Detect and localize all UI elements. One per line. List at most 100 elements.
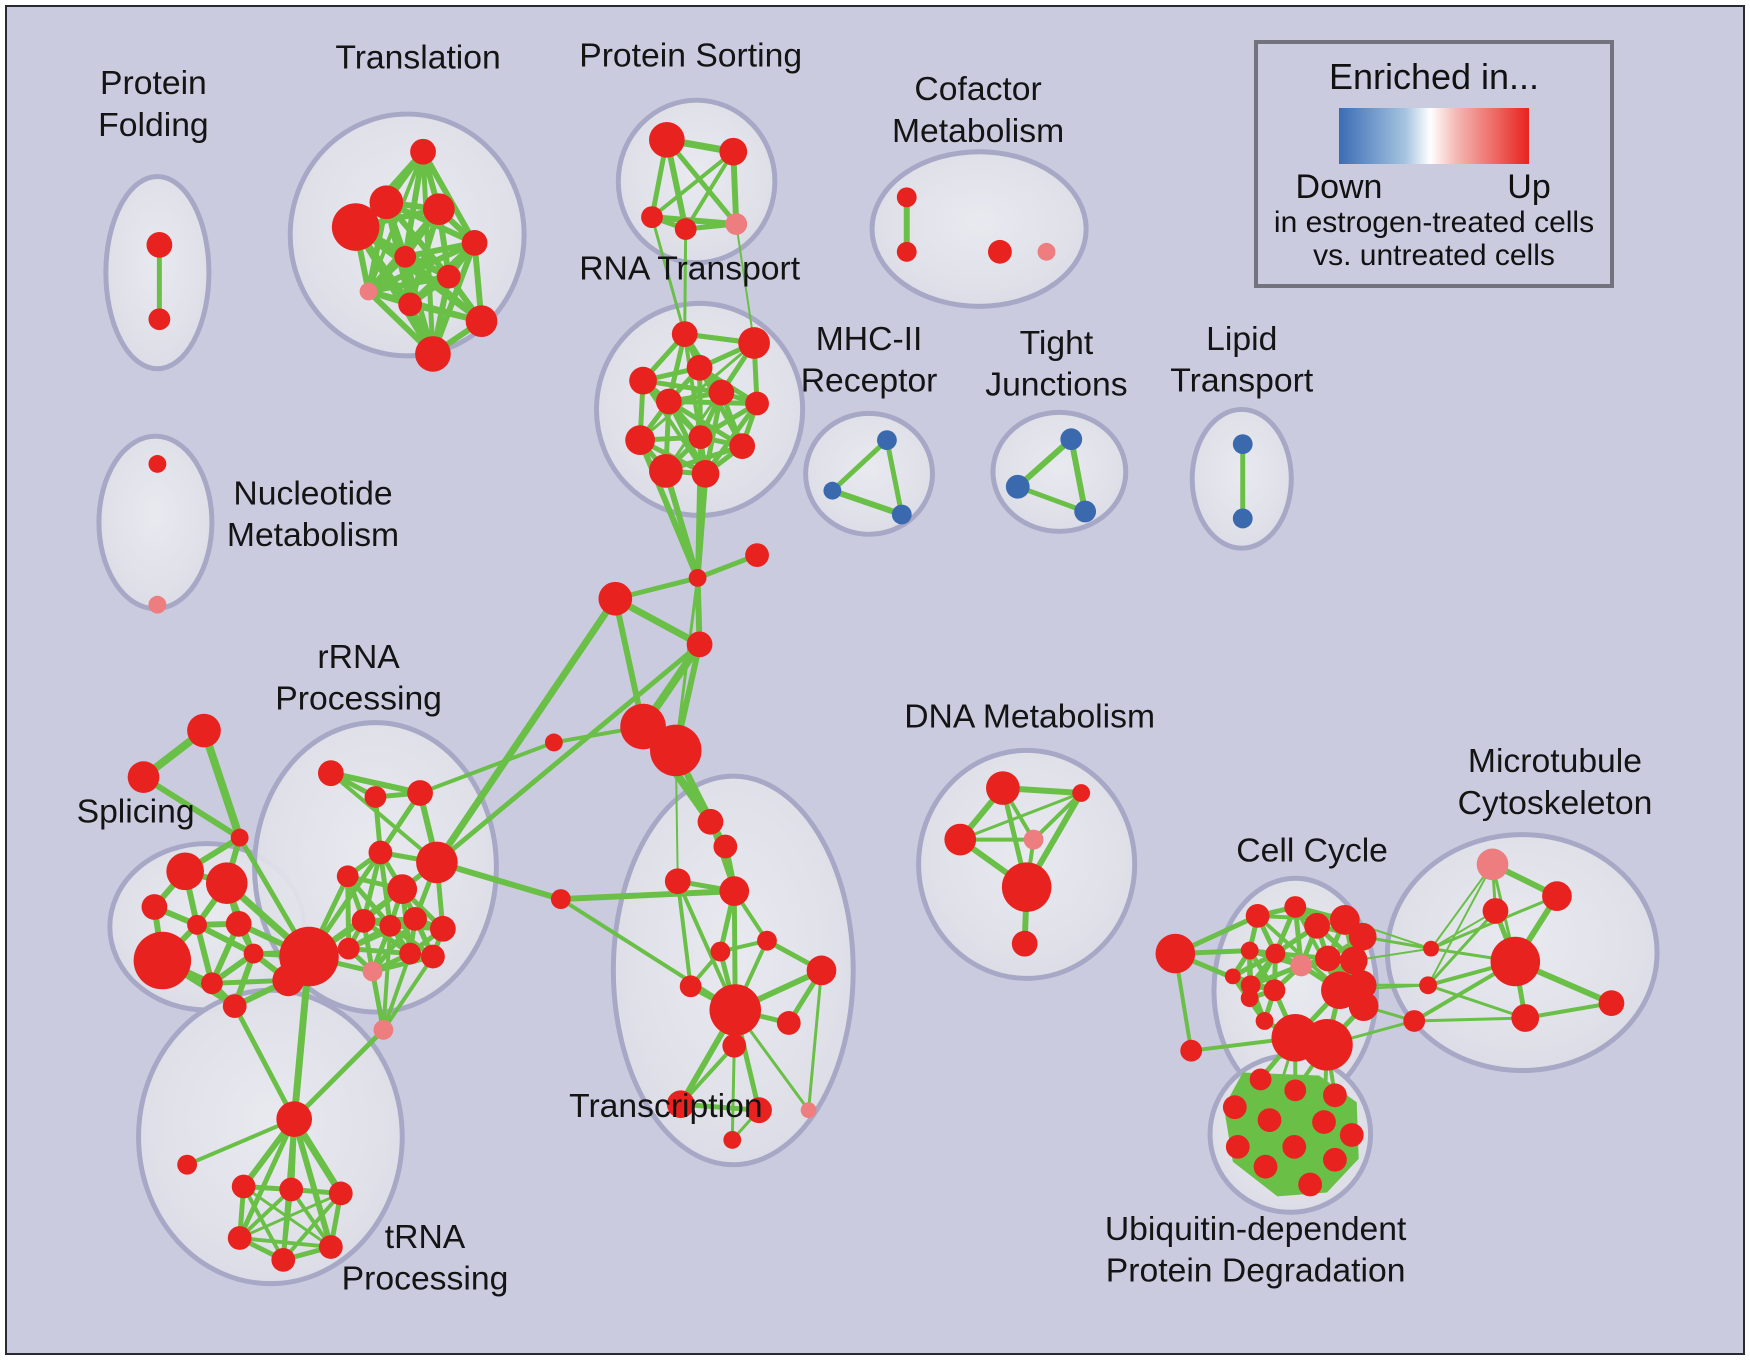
rrna-processing-node-3[interactable]: [368, 840, 393, 865]
microtubule-cytoskeleton-node-6[interactable]: [1423, 940, 1439, 957]
splicing-node-9[interactable]: [243, 943, 264, 964]
rna-transport-node-4[interactable]: [708, 379, 735, 406]
cell-cycle-node-4[interactable]: [1329, 905, 1360, 935]
rrna-processing-node-9[interactable]: [403, 906, 427, 931]
microtubule-cytoskeleton-node-5[interactable]: [1511, 1004, 1540, 1032]
trna-processing-node-6[interactable]: [271, 1247, 296, 1272]
hub-chain-node-3[interactable]: [686, 631, 713, 658]
cofactor-metabolism-node-0[interactable]: [896, 187, 917, 208]
protein-folding-node-0[interactable]: [146, 231, 173, 258]
rna-transport-node-2[interactable]: [629, 366, 657, 395]
transcription-node-0[interactable]: [697, 808, 724, 835]
translation-node-4[interactable]: [461, 230, 488, 256]
hub-chain-node-0[interactable]: [688, 568, 707, 587]
rrna-processing-node-10[interactable]: [362, 961, 383, 982]
transcription-node-7[interactable]: [806, 955, 837, 986]
cell-cycle-node-17[interactable]: [1255, 1012, 1274, 1030]
trna-processing-node-7[interactable]: [318, 1235, 343, 1259]
rna-transport-node-0[interactable]: [671, 321, 698, 347]
microtubule-cytoskeleton-node-4[interactable]: [1598, 990, 1625, 1017]
cell-cycle-node-0[interactable]: [1155, 933, 1196, 974]
rrna-processing-node-4[interactable]: [336, 865, 359, 888]
cell-cycle-node-7[interactable]: [1265, 943, 1286, 964]
rna-transport-node-11[interactable]: [691, 459, 720, 488]
cell-cycle-node-10[interactable]: [1339, 946, 1368, 975]
rrna-processing-node-12[interactable]: [421, 944, 445, 969]
transcription-node-8[interactable]: [679, 975, 702, 998]
transcription-node-12[interactable]: [666, 1090, 695, 1119]
cell-cycle-node-21[interactable]: [1301, 1018, 1353, 1071]
trna-processing-node-1[interactable]: [177, 1154, 198, 1175]
rrna-processing-node-5[interactable]: [387, 874, 418, 905]
dna-metabolism-node-1[interactable]: [1072, 784, 1091, 802]
cell-cycle-node-19[interactable]: [1180, 1039, 1203, 1062]
dna-metabolism-node-3[interactable]: [1023, 829, 1044, 850]
translation-node-3[interactable]: [423, 193, 455, 226]
microtubule-cytoskeleton-node-7[interactable]: [1419, 976, 1438, 995]
splicing-node-4[interactable]: [205, 862, 248, 905]
rrna-processing-node-6[interactable]: [416, 841, 458, 884]
tight-junctions-node-0[interactable]: [1060, 428, 1083, 451]
trna-processing-node-2[interactable]: [231, 1174, 256, 1199]
hub-chain-node-6[interactable]: [544, 733, 563, 752]
transcription-node-3[interactable]: [719, 876, 750, 906]
trna-processing-node-4[interactable]: [328, 1181, 353, 1206]
translation-node-0[interactable]: [410, 138, 436, 165]
tight-junctions-node-1[interactable]: [1005, 474, 1030, 499]
splicing-node-11[interactable]: [201, 972, 223, 995]
transcription-node-14[interactable]: [800, 1102, 817, 1119]
hub-chain-node-2[interactable]: [745, 543, 769, 568]
splicing-node-0[interactable]: [187, 713, 221, 748]
lipid-transport-node-0[interactable]: [1232, 434, 1253, 455]
rna-transport-node-10[interactable]: [649, 454, 683, 488]
microtubule-cytoskeleton-node-0[interactable]: [1476, 848, 1509, 881]
transcription-node-1[interactable]: [713, 834, 738, 859]
mhc2-receptor-node-2[interactable]: [891, 504, 912, 525]
cell-cycle-node-16[interactable]: [1240, 989, 1259, 1008]
ubiquitin-degradation-node-2[interactable]: [1323, 1083, 1347, 1108]
cofactor-metabolism-node-1[interactable]: [896, 241, 917, 262]
trna-processing-node-5[interactable]: [227, 1226, 252, 1250]
translation-node-2[interactable]: [369, 185, 404, 220]
transcription-node-10[interactable]: [776, 1011, 801, 1035]
tight-junctions-node-2[interactable]: [1074, 500, 1097, 523]
cofactor-metabolism-node-2[interactable]: [988, 239, 1012, 264]
ubiquitin-degradation-node-8[interactable]: [1282, 1134, 1307, 1159]
hub-chain-node-5[interactable]: [650, 724, 702, 777]
protein-sorting-node-0[interactable]: [649, 121, 685, 158]
translation-node-7[interactable]: [359, 282, 378, 301]
cell-cycle-node-6[interactable]: [1240, 941, 1259, 960]
rrna-processing-node-1[interactable]: [364, 786, 387, 808]
nucleotide-metabolism-node-0[interactable]: [148, 455, 167, 473]
microtubule-cytoskeleton-node-3[interactable]: [1490, 936, 1541, 987]
translation-node-9[interactable]: [465, 305, 498, 338]
ubiquitin-degradation-node-4[interactable]: [1257, 1108, 1282, 1132]
cell-cycle-node-18[interactable]: [1348, 991, 1379, 1021]
rna-transport-node-6[interactable]: [655, 388, 682, 415]
splicing-node-6[interactable]: [187, 914, 207, 935]
protein-sorting-node-3[interactable]: [674, 218, 697, 240]
splicing-node-3[interactable]: [166, 852, 204, 891]
protein-sorting-node-4[interactable]: [725, 213, 748, 235]
ubiquitin-degradation-node-5[interactable]: [1312, 1110, 1336, 1134]
rrna-processing-node-14[interactable]: [337, 937, 360, 960]
trna-processing-node-3[interactable]: [279, 1177, 304, 1202]
rrna-processing-node-15[interactable]: [279, 926, 339, 987]
translation-node-10[interactable]: [415, 336, 451, 372]
nucleotide-metabolism-node-1[interactable]: [148, 595, 167, 614]
transcription-node-6[interactable]: [710, 941, 731, 962]
translation-node-5[interactable]: [394, 245, 417, 268]
translation-node-8[interactable]: [398, 292, 423, 317]
cell-cycle-node-3[interactable]: [1304, 912, 1330, 939]
protein-folding-node-1[interactable]: [148, 308, 171, 331]
ubiquitin-degradation-node-1[interactable]: [1284, 1079, 1307, 1102]
splicing-node-7[interactable]: [225, 910, 252, 937]
rna-transport-node-1[interactable]: [738, 327, 770, 359]
hub-chain-node-1[interactable]: [598, 581, 633, 616]
translation-node-6[interactable]: [436, 264, 461, 289]
protein-sorting-node-2[interactable]: [641, 206, 663, 229]
ubiquitin-degradation-node-7[interactable]: [1225, 1134, 1250, 1159]
transcription-node-2[interactable]: [664, 868, 691, 895]
rrna-processing-node-8[interactable]: [379, 914, 402, 937]
dna-metabolism-node-5[interactable]: [1011, 930, 1038, 957]
